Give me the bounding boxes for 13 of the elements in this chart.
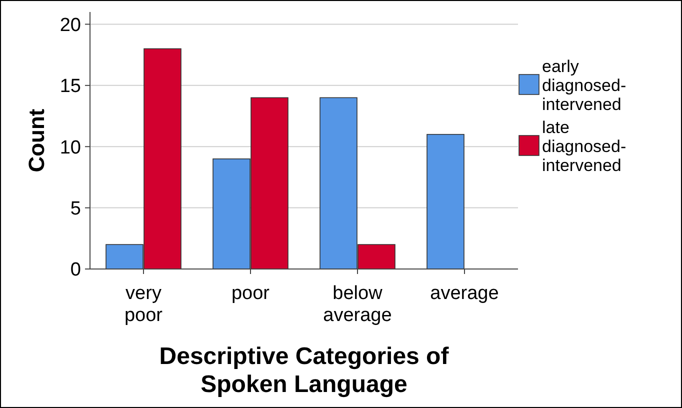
y-tick-label: 0 [70,260,81,281]
x-tick-label: poor [231,283,270,304]
y-tick-label: 15 [60,76,81,98]
x-tick-label: very poor [124,283,164,326]
x-tick-label: average [430,283,499,304]
y-tick-label: 5 [70,198,81,220]
y-tick-label: 20 [60,14,81,36]
x-axis-title: Descriptive Categories of Spoken Language [159,343,450,398]
x-tick-label: below average [323,283,392,326]
y-axis-title: Count [24,108,49,172]
y-tick-label: 10 [60,137,81,158]
legend-label: late diagnosed-intervened [542,118,626,175]
bar [426,134,464,270]
